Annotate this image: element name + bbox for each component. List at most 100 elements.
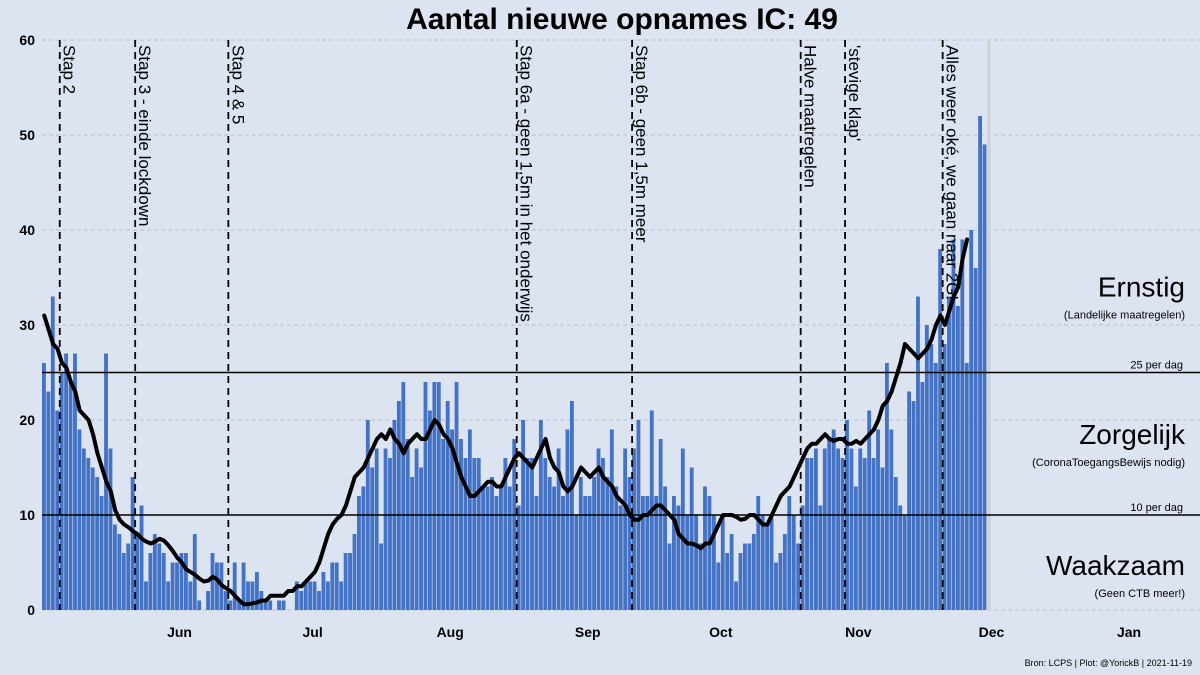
bar	[942, 344, 947, 610]
zone-sublabel: (Landelijke maatregelen)	[1064, 310, 1185, 322]
bar	[463, 458, 468, 610]
moving-average-line	[42, 237, 970, 607]
bar	[933, 363, 938, 610]
x-tick-label: Nov	[845, 624, 872, 640]
bar	[157, 543, 162, 610]
bar	[175, 562, 179, 610]
bar	[352, 534, 357, 610]
bar	[791, 515, 796, 610]
bar	[454, 382, 459, 610]
y-axis: 0 10 20 30 40 50 60	[19, 32, 35, 618]
bar	[507, 486, 512, 610]
bar	[751, 534, 756, 610]
bar	[232, 562, 237, 610]
bar	[246, 581, 250, 610]
bar	[822, 448, 827, 610]
bar	[614, 486, 619, 610]
bar	[183, 553, 188, 610]
x-tick-label: Jun	[167, 624, 192, 640]
bar	[374, 448, 379, 610]
bar	[59, 372, 64, 610]
event-label: Stap 3 - einde lockdown	[135, 45, 154, 226]
bar	[197, 600, 202, 610]
event-label: Stap 6b - geen 1,5m meer	[632, 45, 651, 243]
bar	[916, 296, 920, 610]
x-axis: Jun Jul Aug Sep Oct Nov Dec Jan	[167, 624, 1141, 640]
bar	[831, 429, 836, 610]
y-tick-label: 30	[19, 317, 35, 333]
bar	[379, 543, 384, 610]
x-tick-label: Jul	[303, 624, 323, 640]
bar	[605, 477, 610, 610]
bar	[609, 429, 614, 610]
bar	[361, 486, 366, 610]
bar	[108, 448, 113, 610]
bar	[485, 486, 490, 610]
bar	[565, 429, 570, 610]
bar	[343, 553, 348, 610]
bar	[317, 591, 321, 610]
bar	[534, 496, 539, 610]
bar	[583, 496, 588, 610]
bar	[840, 458, 845, 610]
bar	[516, 505, 521, 610]
bar	[543, 458, 548, 610]
bar	[884, 363, 889, 610]
bar	[357, 496, 361, 610]
event-label: Halve maatregelen	[801, 45, 820, 188]
bar	[445, 401, 450, 610]
bar	[556, 448, 561, 610]
bar	[787, 496, 792, 610]
threshold-label: 10 per dag	[1130, 502, 1183, 514]
bar	[450, 429, 455, 610]
bar	[46, 391, 51, 610]
bar	[778, 553, 783, 610]
source-note: Bron: LCPS | Plot: @YorickB | 2021-11-19	[1025, 658, 1192, 668]
bar	[769, 515, 774, 610]
bar	[969, 230, 974, 610]
bar	[703, 486, 707, 610]
bar	[299, 591, 304, 610]
bar	[90, 467, 95, 610]
bar	[689, 467, 694, 610]
bar	[809, 458, 814, 610]
bar	[325, 581, 330, 610]
y-tick-label: 0	[27, 602, 35, 618]
event-label: 'stevige klap'	[845, 45, 864, 141]
bar	[405, 439, 410, 610]
event-label: Stap 6a - geen 1,5m in het onderwijs	[517, 45, 536, 322]
bar	[476, 458, 481, 610]
bar	[849, 448, 854, 610]
bar	[951, 239, 956, 610]
bar	[836, 448, 841, 610]
bar	[627, 477, 632, 610]
bar	[747, 543, 752, 610]
bar	[720, 515, 725, 610]
bar	[241, 562, 246, 610]
bar	[711, 515, 716, 610]
bar	[112, 524, 117, 610]
bar	[707, 496, 712, 610]
bar	[658, 439, 663, 610]
bar	[179, 553, 184, 610]
x-tick-label: Oct	[709, 624, 733, 640]
bar	[428, 410, 432, 610]
bar	[339, 581, 344, 610]
bar	[503, 458, 508, 610]
bar	[672, 496, 676, 610]
bar	[117, 534, 122, 610]
bar	[587, 496, 592, 610]
bar	[924, 325, 929, 610]
bar	[81, 448, 86, 610]
zone-label: Waakzaam	[1046, 550, 1185, 581]
bar	[170, 562, 175, 610]
bar	[210, 553, 215, 610]
bar	[827, 439, 832, 610]
bar	[192, 534, 197, 610]
bar	[330, 562, 335, 610]
bar	[964, 363, 969, 610]
bar	[955, 306, 960, 610]
x-tick-label: Sep	[575, 624, 601, 640]
bar	[490, 477, 494, 610]
